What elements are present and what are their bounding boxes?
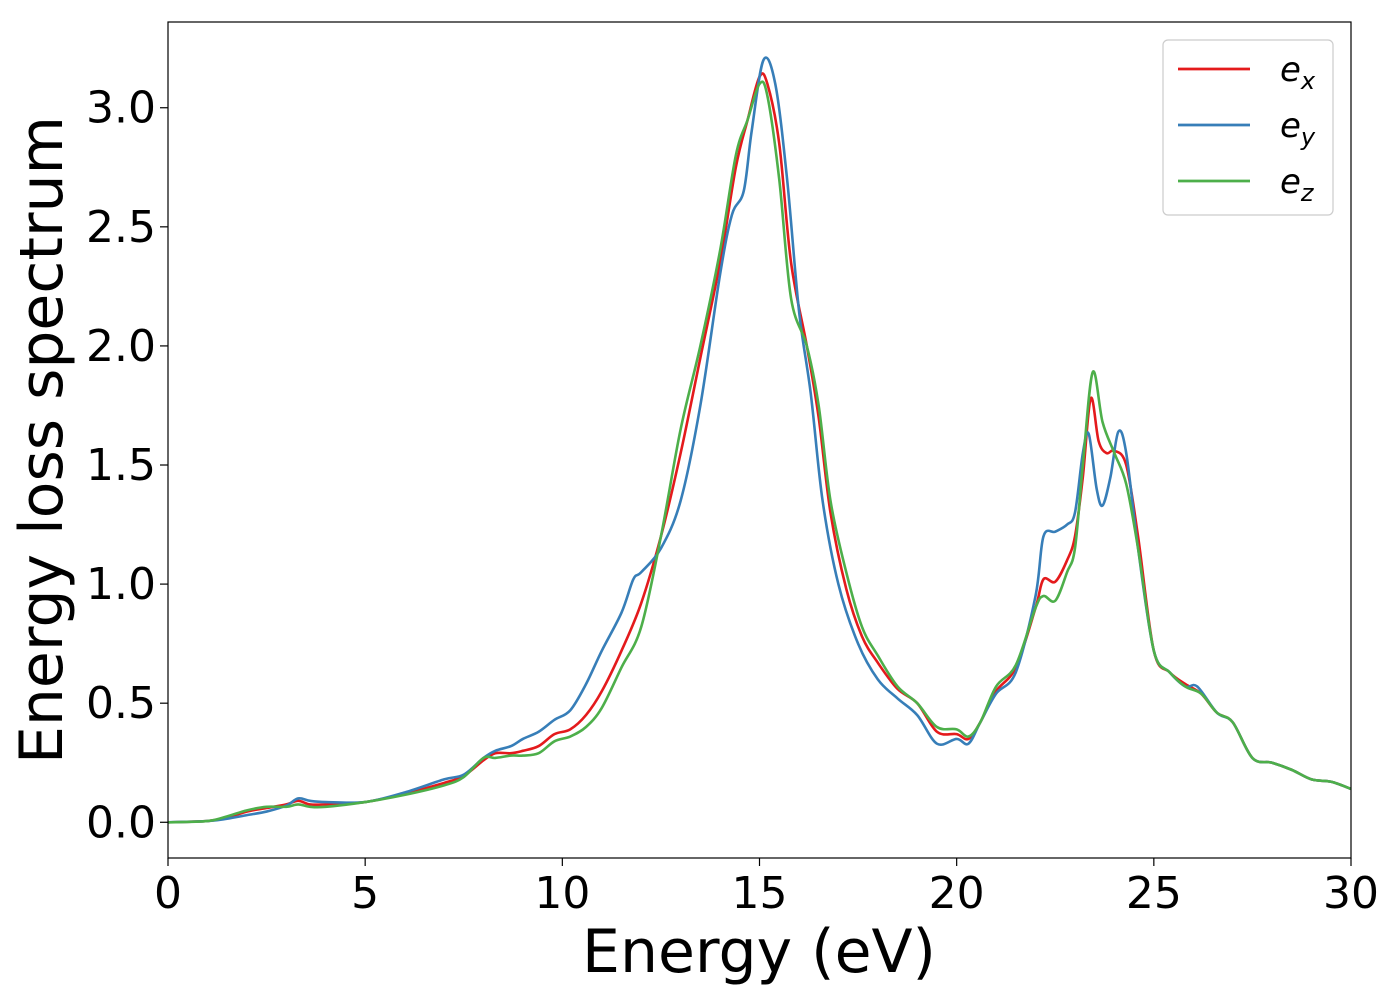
y-tick-label: 1.5 bbox=[86, 440, 156, 491]
x-tick-label: 0 bbox=[154, 868, 182, 919]
series-layer bbox=[168, 56, 1351, 824]
y-tick-label: 0.0 bbox=[86, 797, 156, 848]
x-tick-label: 25 bbox=[1126, 868, 1182, 919]
y-tick-label: 1.0 bbox=[86, 559, 156, 610]
x-tick-label: 15 bbox=[732, 868, 788, 919]
y-tick-label: 3.0 bbox=[86, 83, 156, 134]
y-tick-label: 2.0 bbox=[86, 321, 156, 372]
x-tick-label: 20 bbox=[929, 868, 985, 919]
x-tick-label: 30 bbox=[1323, 868, 1379, 919]
y-tick-label: 0.5 bbox=[86, 678, 156, 729]
x-tick-label: 10 bbox=[534, 868, 590, 919]
series-line-z bbox=[168, 80, 1351, 824]
y-tick-label: 2.5 bbox=[86, 202, 156, 253]
legend-label-x: ex bbox=[1280, 50, 1316, 95]
legend-items: ex ey ez bbox=[1178, 50, 1316, 207]
legend: ex ey ez bbox=[1162, 39, 1334, 216]
x-tick-label: 5 bbox=[351, 868, 379, 919]
y-axis-title: Energy loss spectrum bbox=[7, 116, 77, 764]
x-axis-title: Energy (eV) bbox=[582, 917, 936, 987]
legend-label-y: ey bbox=[1280, 106, 1316, 151]
legend-label-z: ez bbox=[1280, 162, 1315, 207]
x-axis: 0 5 10 15 20 25 30 bbox=[154, 858, 1379, 919]
y-axis: 0.0 0.5 1.0 1.5 2.0 2.5 3.0 bbox=[86, 83, 168, 848]
legend-box bbox=[1162, 39, 1334, 216]
